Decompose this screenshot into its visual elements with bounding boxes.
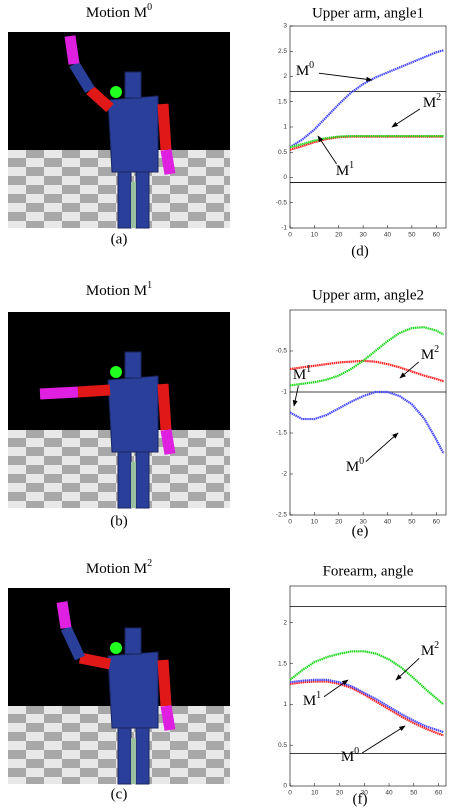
y-tick-label: 2 (283, 73, 287, 80)
panel-title-sup: 1 (147, 280, 152, 291)
annotation-sup: 1 (349, 160, 354, 171)
y-tick-label: 2.5 (278, 48, 287, 55)
panel-title-base: Motion M (86, 283, 147, 299)
y-tick-label: 0.5 (278, 149, 287, 156)
y-tick-label: 1 (283, 124, 287, 131)
annotation-sup: 0 (354, 746, 359, 757)
panel-title: Motion M1 (86, 280, 152, 299)
x-tick-label: 0 (288, 519, 292, 526)
x-tick-label: 10 (311, 232, 319, 239)
annotation-sup: 2 (434, 344, 439, 355)
x-tick-label: 40 (384, 519, 392, 526)
annotation-sup: 0 (359, 456, 364, 467)
plot-frame (290, 310, 446, 515)
annotation-base: M (341, 749, 354, 765)
y-tick-label: 2 (283, 619, 287, 626)
x-tick-label: 0 (288, 232, 292, 239)
panel-title-sup: 2 (147, 558, 152, 569)
y-tick-label: -0.5 (276, 199, 288, 206)
y-tick-label: 0 (283, 783, 287, 790)
x-tick-label: 20 (335, 232, 343, 239)
chart-caption: (d) (351, 243, 369, 259)
y-tick-label: -2.5 (276, 512, 288, 519)
plot-frame (290, 26, 446, 228)
panel-title-base: Motion M (86, 5, 147, 21)
x-tick-label: 30 (360, 519, 368, 526)
annotation-sup: 2 (434, 640, 439, 651)
panel-title: Motion M0 (86, 2, 152, 21)
y-tick-label: 0.5 (278, 742, 287, 749)
x-tick-label: 60 (433, 519, 441, 526)
x-tick-label: 20 (336, 790, 344, 797)
annotation-base: M (293, 367, 306, 383)
y-tick-label: -1 (281, 225, 287, 232)
x-tick-label: 10 (311, 790, 319, 797)
chart-caption: (e) (352, 523, 369, 539)
x-tick-label: 50 (410, 790, 418, 797)
y-tick-label: -2 (281, 471, 287, 478)
annotation-base: M (346, 459, 359, 475)
x-tick-label: 50 (408, 232, 416, 239)
panel-title: Motion M2 (86, 558, 152, 577)
x-tick-label: 60 (433, 232, 441, 239)
x-tick-label: 40 (384, 232, 392, 239)
y-tick-label: 1.5 (278, 660, 287, 667)
x-tick-label: 30 (361, 790, 369, 797)
y-tick-label: 3 (283, 23, 287, 30)
panel-caption: (b) (110, 513, 128, 529)
x-tick-label: 20 (335, 519, 343, 526)
annotation-base: M (421, 643, 434, 659)
annotation-sup: 1 (316, 690, 321, 701)
x-tick-label: 60 (435, 790, 443, 797)
annotation-sup: 2 (436, 92, 441, 103)
panel-caption: (c) (111, 786, 128, 802)
x-tick-label: 40 (385, 790, 393, 797)
y-tick-label: -1.5 (276, 430, 288, 437)
plot-frame (290, 586, 446, 786)
chart-title: Upper arm, angle1 (312, 5, 424, 21)
annotation-base: M (423, 95, 436, 111)
panel-caption: (a) (111, 231, 128, 247)
y-tick-label: 1.5 (278, 98, 287, 105)
y-tick-label: -0.5 (276, 348, 288, 355)
y-tick-label: 1 (283, 701, 287, 708)
chart-title: Forearm, angle (323, 563, 414, 579)
robot-image-a (8, 32, 230, 228)
x-tick-label: 0 (288, 790, 292, 797)
panel-title-base: Motion M (86, 561, 147, 577)
y-tick-label: -1 (281, 389, 287, 396)
annotation-base: M (303, 693, 316, 709)
annotation-sup: 1 (306, 364, 311, 375)
x-tick-label: 50 (408, 519, 416, 526)
annotation-base: M (336, 163, 349, 179)
x-tick-label: 30 (360, 232, 368, 239)
figure: Motion M0(a)Motion M1(b)Motion M2(c)Uppe… (0, 0, 464, 808)
panel-title-sup: 0 (147, 2, 152, 13)
robot-image-b (8, 312, 230, 508)
annotation-sup: 0 (309, 60, 314, 71)
x-tick-label: 10 (311, 519, 319, 526)
annotation-base: M (421, 347, 434, 363)
robot-image-c (8, 588, 230, 784)
annotation-base: M (296, 63, 309, 79)
chart-title: Upper arm, angle2 (312, 287, 424, 303)
y-tick-label: 0 (283, 174, 287, 181)
